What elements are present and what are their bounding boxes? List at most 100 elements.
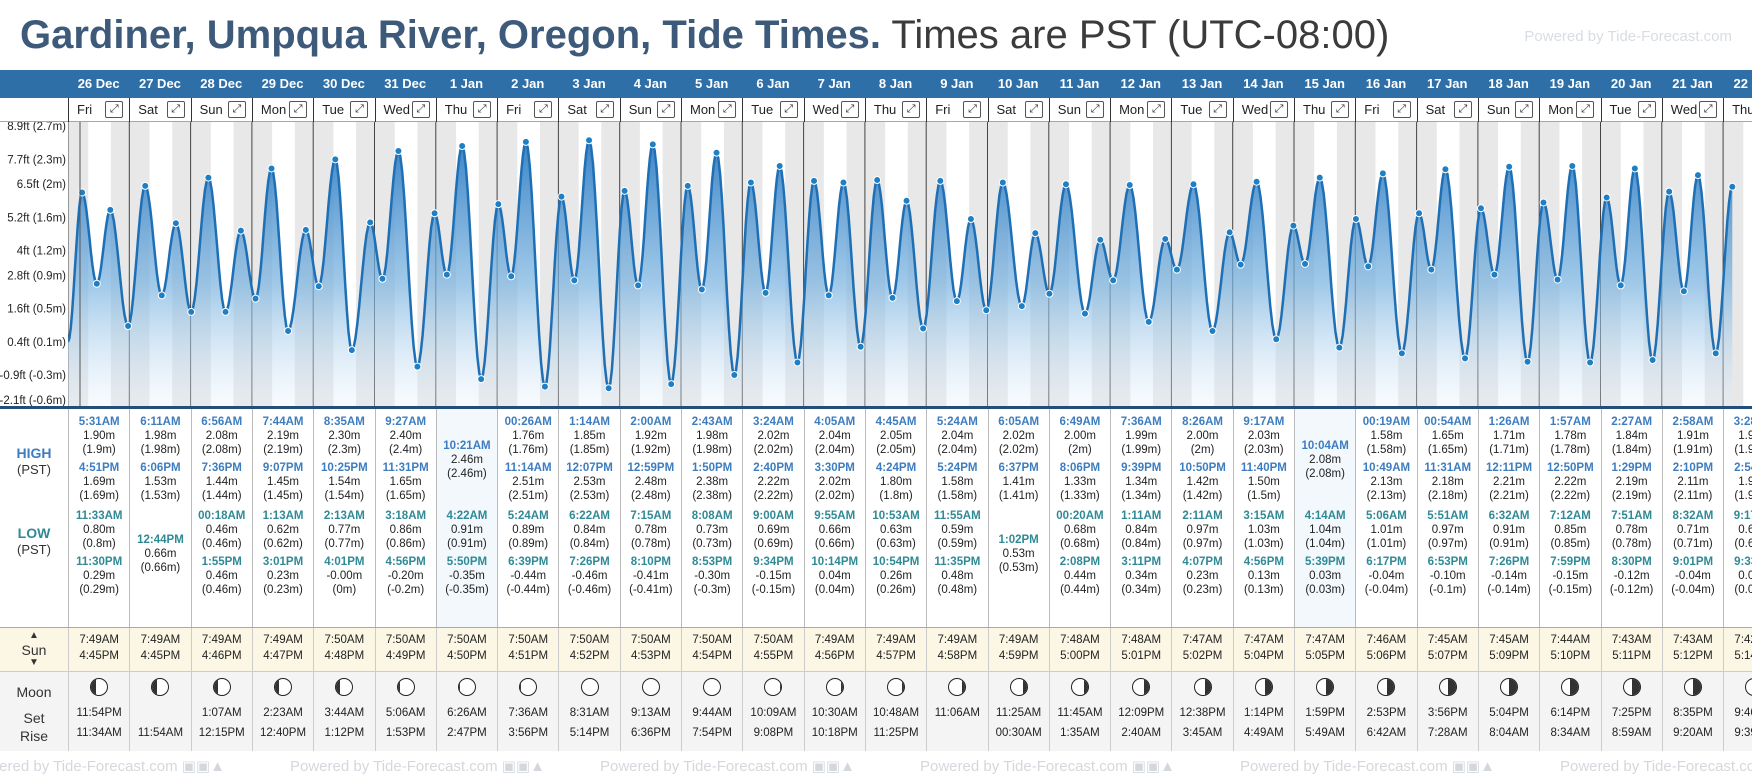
- moonset-time: 12:38PM: [1179, 707, 1226, 719]
- expand-icon[interactable]: ⤢: [1024, 101, 1043, 118]
- high-height-alt: (1.85m): [569, 444, 610, 456]
- low-time: 4:07PM: [1182, 556, 1223, 568]
- low-time: 12:44PM: [137, 534, 184, 546]
- expand-icon[interactable]: ⤢: [1086, 101, 1105, 118]
- high-entry: 12:11PM 2.21m (2.21m): [1479, 461, 1539, 503]
- expand-icon[interactable]: ⤢: [1392, 101, 1411, 118]
- expand-icon[interactable]: ⤢: [1147, 101, 1166, 118]
- footer-watermark[interactable]: Powered by Tide-Forecast.com ▣▣▲: [0, 758, 225, 775]
- sun-cell: 7:42AM 5:14PM: [1723, 628, 1752, 672]
- moon-phase-icon: [1132, 678, 1151, 696]
- day-column: 00:54AM 1.65m (1.65m) 11:31AM 2.18m (2.18m) 5:…: [1416, 409, 1478, 627]
- expand-icon[interactable]: ⤢: [595, 101, 614, 118]
- expand-icon[interactable]: ⤢: [1208, 101, 1227, 118]
- expand-icon[interactable]: ⤢: [534, 101, 553, 118]
- date-header: 20 Jan: [1610, 76, 1652, 91]
- expand-icon[interactable]: ⤢: [411, 101, 430, 118]
- high-entry: 2:40PM 2.22m (2.22m): [743, 461, 803, 503]
- sunrise-time: 7:45AM: [1489, 634, 1529, 646]
- low-entry: 7:26PM -0.46m (-0.46m): [559, 555, 619, 597]
- high-height: 1.58m: [1370, 430, 1403, 442]
- weekday-label: Thu: [1303, 102, 1326, 117]
- tide-point: [204, 173, 213, 182]
- expand-icon[interactable]: ⤢: [1637, 101, 1656, 118]
- moonrise-time: 10:18PM: [811, 727, 858, 739]
- expand-icon[interactable]: ⤢: [1699, 101, 1718, 118]
- moonset-time: 10:48AM: [873, 707, 920, 719]
- high-height: 2.02m: [1002, 430, 1035, 442]
- expand-icon[interactable]: ⤢: [1269, 101, 1288, 118]
- expand-icon[interactable]: ⤢: [840, 101, 859, 118]
- powered-by-watermark[interactable]: Powered by Tide-Forecast.com: [1524, 28, 1732, 45]
- moonrise-time: 00:30AM: [995, 727, 1042, 739]
- high-height: 1.84m: [1615, 430, 1648, 442]
- expand-icon[interactable]: ⤢: [963, 101, 982, 118]
- y-tick-label: 0.4ft (0.1m): [7, 337, 66, 349]
- high-height-alt: (1.34m): [1121, 490, 1162, 502]
- low-entry: 6:53PM -0.10m (-0.1m): [1418, 555, 1478, 597]
- expand-icon[interactable]: ⤢: [1576, 101, 1595, 118]
- high-height-alt: (2.08m): [201, 444, 242, 456]
- low-height-alt: (0.59m): [937, 538, 978, 550]
- expand-icon[interactable]: ⤢: [1331, 101, 1350, 118]
- expand-icon[interactable]: ⤢: [656, 101, 675, 118]
- tide-point: [1080, 309, 1089, 318]
- date-header: 2 Jan: [511, 76, 545, 91]
- high-height: 1.98m: [696, 430, 729, 442]
- sun-cell: 7:47AM 5:05PM: [1294, 628, 1355, 672]
- high-height: 2.04m: [818, 430, 851, 442]
- low-entry: 3:01PM 0.23m (0.23m): [253, 555, 313, 597]
- expand-icon[interactable]: ⤢: [902, 101, 921, 118]
- expand-icon[interactable]: ⤢: [289, 101, 308, 118]
- moon-shadow: [1204, 679, 1211, 695]
- high-entry: 1:29PM 2.19m (2.19m): [1602, 461, 1662, 503]
- footer-watermark[interactable]: Powered by Tide-Forecast.com ▣▣▲: [600, 758, 855, 775]
- moon-row-label: Moon Set Rise: [0, 671, 68, 745]
- moon-cell: 3:56PM 7:28AM: [1416, 672, 1478, 752]
- expand-icon[interactable]: ⤢: [105, 101, 124, 118]
- moon-phase-icon: [151, 678, 170, 696]
- low-time: 9:34PM: [753, 556, 794, 568]
- weekday-label: Sat: [567, 102, 587, 117]
- high-height-alt: (1.5m): [1247, 490, 1281, 502]
- expand-icon[interactable]: ⤢: [1515, 101, 1534, 118]
- low-time: 9:17AM: [1733, 510, 1752, 522]
- high-time: 1:26AM: [1488, 416, 1530, 428]
- expand-icon[interactable]: ⤢: [718, 101, 737, 118]
- high-time: 1:29PM: [1611, 462, 1652, 474]
- low-time: 2:08PM: [1059, 556, 1101, 568]
- sunset-time: 4:58PM: [937, 650, 978, 662]
- low-entry: 11:33AM 0.80m (0.8m): [69, 509, 129, 551]
- high-row-label: HIGH (PST): [0, 444, 68, 478]
- footer-watermark[interactable]: Powered by Tide-Forecast.com ▣▣▲: [1560, 758, 1752, 775]
- footer-watermark[interactable]: Powered by Tide-Forecast.com ▣▣▲: [290, 758, 545, 775]
- low-tz-label: (PST): [17, 542, 51, 557]
- low-time: 6:53PM: [1427, 556, 1468, 568]
- high-time: 2:27AM: [1611, 416, 1653, 428]
- moon-phase-icon: [1438, 678, 1457, 696]
- tide-point: [1711, 349, 1720, 358]
- low-height: -0.04m: [1675, 570, 1711, 582]
- sunrise-time: 7:50AM: [324, 634, 365, 646]
- low-height-alt: (0.62m): [263, 538, 303, 550]
- expand-icon[interactable]: ⤢: [227, 101, 246, 118]
- day-column: 1:57AM 1.78m (1.78m) 12:50PM 2.22m (2.22m) 7:1…: [1539, 409, 1600, 627]
- high-height-alt: (1.76m): [508, 444, 549, 456]
- expand-icon[interactable]: ⤢: [473, 101, 492, 118]
- moon-icon-wrap: [253, 672, 313, 699]
- low-time: 7:59PM: [1550, 556, 1591, 568]
- expand-icon[interactable]: ⤢: [779, 101, 798, 118]
- expand-icon[interactable]: ⤢: [350, 101, 369, 118]
- footer-watermark[interactable]: Powered by Tide-Forecast.com ▣▣▲: [1240, 758, 1495, 775]
- expand-icon[interactable]: ⤢: [1453, 101, 1472, 118]
- low-height: 0.23m: [1186, 570, 1219, 582]
- footer-watermark[interactable]: Powered by Tide-Forecast.com ▣▣▲: [920, 758, 1175, 775]
- expand-icon[interactable]: ⤢: [166, 101, 185, 118]
- low-time: 4:56PM: [1243, 556, 1284, 568]
- low-height-alt: (0.85m): [1550, 538, 1591, 550]
- moon-icon-wrap: [1111, 672, 1171, 699]
- sunset-time: 5:10PM: [1550, 650, 1591, 662]
- tide-point: [873, 176, 882, 185]
- high-height: 2.00m: [1063, 430, 1096, 442]
- moon-icon-wrap: [805, 672, 865, 699]
